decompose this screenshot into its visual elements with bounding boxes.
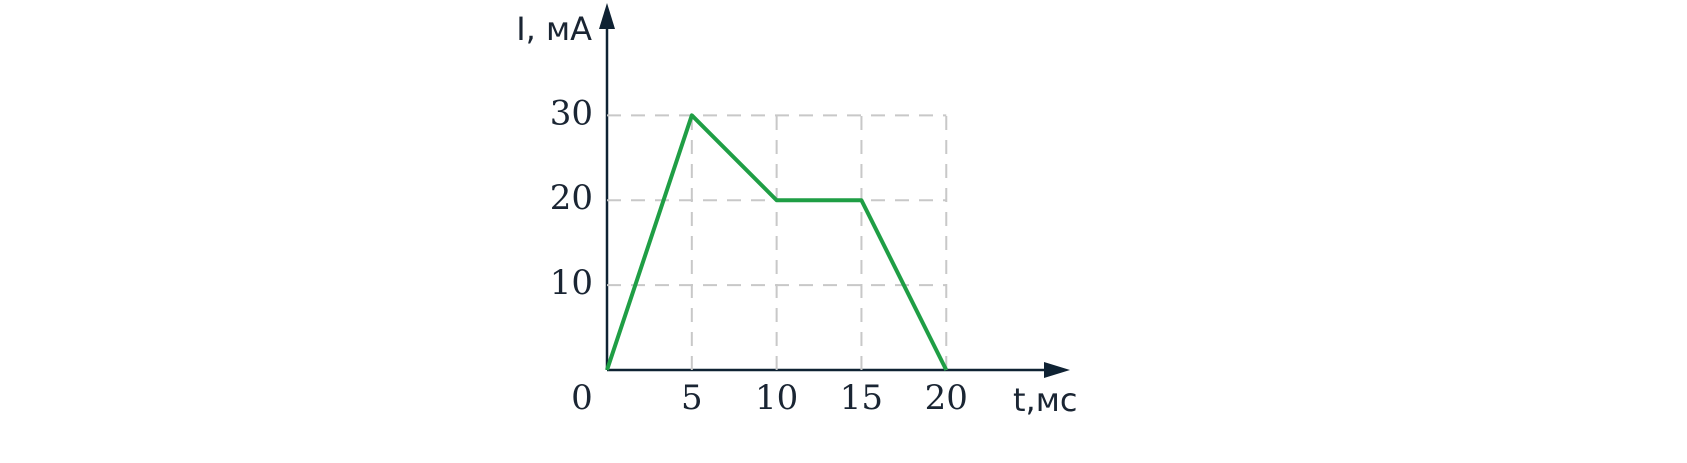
x-tick-label: 20: [925, 378, 968, 418]
x-axis-arrow: [1044, 362, 1070, 378]
x-tick-label: 15: [840, 378, 883, 418]
x-tick-label: 0: [571, 378, 593, 418]
data-line: [605, 113, 949, 371]
y-axis-label: I, мА: [516, 10, 592, 48]
x-tick-label: 10: [755, 378, 798, 418]
y-tick-label: 30: [550, 93, 593, 133]
y-axis-arrow: [599, 3, 615, 29]
x-tick-label: 5: [681, 378, 703, 418]
y-tick-label: 10: [550, 263, 593, 303]
x-axis-label: t,мс: [1013, 381, 1077, 419]
y-tick-label: 20: [550, 178, 593, 218]
